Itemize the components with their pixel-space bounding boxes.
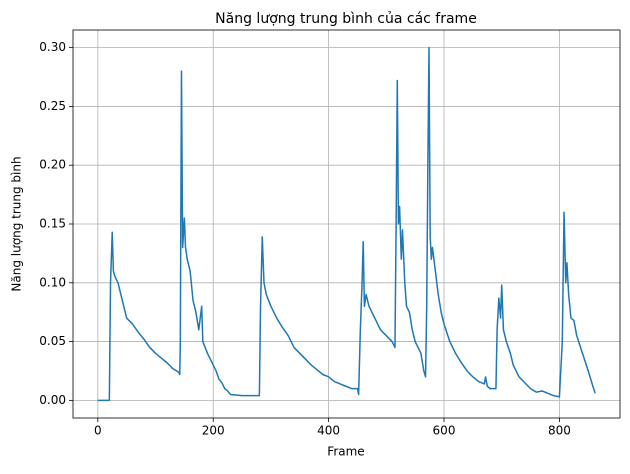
y-tick-label: 0.10 bbox=[39, 275, 66, 289]
y-tick-label: 0.20 bbox=[39, 158, 66, 172]
x-tick-label: 600 bbox=[433, 424, 456, 438]
plot-frame bbox=[72, 29, 621, 419]
x-axis-label: Frame bbox=[327, 445, 364, 459]
chart-title: Năng lượng trung bình của các frame bbox=[215, 11, 477, 27]
x-tick-label: 200 bbox=[202, 424, 225, 438]
y-tick-label: 0.25 bbox=[39, 99, 66, 113]
y-tick-label: 0.05 bbox=[39, 334, 66, 348]
x-tick-label: 800 bbox=[548, 424, 571, 438]
y-tick-label: 0.15 bbox=[39, 217, 66, 231]
x-tick-label: 400 bbox=[317, 424, 340, 438]
data-line bbox=[97, 46, 596, 402]
x-tick-label: 0 bbox=[94, 424, 102, 438]
y-tick-label: 0.30 bbox=[39, 40, 66, 54]
y-tick-label: 0.00 bbox=[39, 393, 66, 407]
y-axis-label: Năng lượng trung bình bbox=[10, 156, 24, 291]
